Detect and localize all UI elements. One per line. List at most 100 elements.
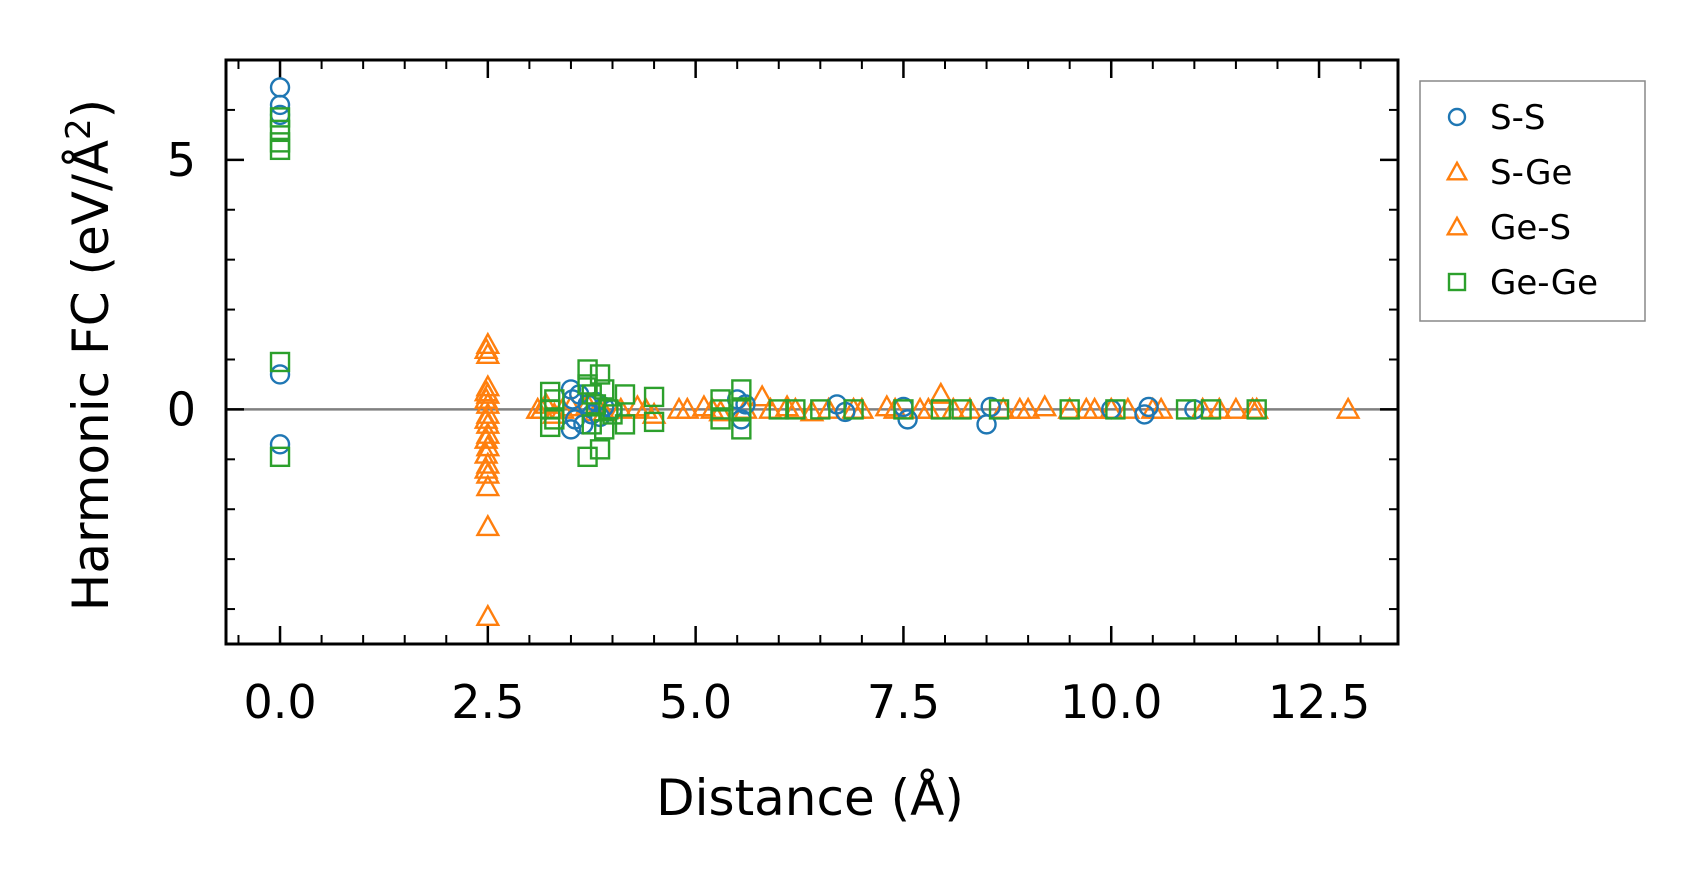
data-point-ge-ge: [1246, 399, 1267, 420]
data-point-ge-s: [907, 396, 933, 419]
data-point-ge-ge: [539, 416, 561, 438]
series-s-s: [269, 77, 1205, 455]
legend-item-s-s: S-S: [1447, 98, 1545, 138]
data-markers: [269, 77, 1361, 627]
y-axis-title-superscript: 2: [59, 118, 99, 140]
y-tick-label: 0: [167, 382, 196, 436]
data-point-s-s: [269, 94, 291, 116]
data-point-ge-s: [666, 396, 692, 419]
y-axis-title: Harmonic FC (eV/Å2): [59, 99, 120, 611]
data-point-ge-ge: [581, 414, 602, 435]
data-point-ge-ge: [269, 351, 291, 373]
data-point-ge-ge: [988, 399, 1010, 420]
data-point-ge-ge: [593, 379, 615, 400]
data-point-ge-ge: [614, 384, 636, 405]
data-point-ge-s: [473, 406, 499, 429]
legend-item-ge-s: Ge-S: [1445, 208, 1571, 248]
data-point-ge-ge: [1059, 399, 1080, 420]
x-tick-label: 7.5: [867, 675, 940, 729]
data-point-s-ge: [1115, 396, 1141, 419]
x-tick-label: 0.0: [243, 675, 316, 729]
minor-ticks: [226, 59, 1398, 644]
data-point-ge-ge: [598, 399, 619, 420]
data-point-ge-ge: [643, 386, 665, 408]
legend-marker-s-s: [1447, 107, 1467, 127]
data-point-ge-ge: [589, 364, 611, 385]
data-point-ge-s: [1073, 396, 1099, 419]
data-point-ge-s: [473, 386, 499, 409]
data-point-ge-ge: [731, 399, 752, 420]
data-point-s-ge: [475, 603, 501, 627]
data-point-s-ge: [1032, 394, 1058, 417]
data-point-s-s: [735, 394, 756, 415]
x-tick-label: 2.5: [451, 675, 524, 729]
major-ticks: [226, 60, 1398, 644]
data-point-s-s: [269, 434, 291, 455]
series-ge-ge: [269, 107, 1267, 468]
legend: S-S S-Ge Ge-S Ge-Ge: [1419, 80, 1646, 322]
legend-item-s-ge: S-Ge: [1445, 153, 1572, 193]
data-point-ge-ge: [731, 379, 752, 400]
data-point-ge-s: [473, 456, 499, 479]
data-point-s-s: [1138, 396, 1159, 418]
data-point-ge-ge: [710, 409, 731, 430]
x-tick-label: 12.5: [1268, 675, 1370, 729]
data-point-ge-s: [473, 379, 499, 402]
legend-label-ge-ge: Ge-Ge: [1490, 263, 1598, 303]
data-point-ge-ge: [731, 419, 752, 440]
legend-items: S-S S-Ge Ge-S Ge-Ge: [1445, 98, 1598, 303]
data-point-ge-ge: [577, 446, 598, 468]
data-point-ge-ge: [269, 107, 291, 128]
data-point-s-ge: [475, 513, 501, 537]
data-point-ge-s: [473, 441, 499, 464]
x-axis-title: Distance (Å): [656, 769, 964, 827]
data-point-ge-ge: [930, 399, 952, 420]
data-point-ge-ge: [577, 359, 598, 380]
data-point-ge-ge: [785, 399, 806, 420]
data-point-ge-ge: [614, 414, 636, 435]
x-tick-label: 10.0: [1060, 675, 1162, 729]
legend-item-ge-ge: Ge-Ge: [1447, 263, 1598, 303]
plot-frame: [224, 58, 1400, 646]
data-point-ge-ge: [951, 399, 972, 420]
data-point-ge-s: [473, 426, 499, 449]
legend-label-s-s: S-S: [1490, 98, 1545, 138]
legend-marker-ge-ge: [1447, 272, 1467, 292]
data-point-ge-ge: [269, 132, 291, 153]
x-tick-label: 5.0: [659, 675, 732, 729]
legend-box: [1419, 80, 1646, 322]
data-point-ge-s: [473, 336, 499, 359]
data-point-ge-ge: [810, 399, 831, 420]
data-point-ge-ge: [269, 139, 291, 161]
legend-marker-ge-s: [1445, 215, 1469, 236]
data-point-s-ge: [1223, 396, 1249, 419]
data-point-ge-ge: [843, 399, 864, 420]
legend-label-s-ge: S-Ge: [1490, 153, 1572, 193]
x-tick-labels: 0.0 2.5 5.0 7.5 10.0 12.5: [243, 675, 1370, 729]
data-point-s-ge: [799, 399, 825, 422]
y-tick-labels: 05: [167, 133, 196, 437]
data-point-ge-ge: [269, 446, 291, 468]
y-tick-label: 5: [167, 133, 196, 187]
data-point-s-ge: [928, 381, 954, 404]
data-point-ge-ge: [643, 411, 665, 433]
legend-label-ge-s: Ge-S: [1490, 208, 1571, 248]
data-point-ge-ge: [893, 399, 914, 420]
y-axis-title-close: ): [62, 99, 120, 119]
data-point-s-ge: [1335, 396, 1361, 419]
data-point-s-s: [269, 364, 291, 385]
data-point-ge-ge: [589, 439, 611, 460]
data-point-ge-ge: [1105, 399, 1126, 420]
data-point-s-ge: [475, 473, 501, 497]
y-axis-title-main: Harmonic FC (eV/Å: [62, 140, 120, 611]
data-point-ge-ge: [768, 399, 789, 420]
data-point-s-s: [269, 77, 291, 98]
data-point-s-ge: [749, 384, 775, 407]
data-point-ge-ge: [544, 409, 565, 430]
data-point-ge-ge: [544, 389, 565, 410]
data-point-ge-ge: [1175, 399, 1197, 420]
data-point-ge-ge: [1200, 399, 1222, 420]
data-point-ge-s: [1015, 396, 1041, 419]
data-point-s-ge: [475, 434, 501, 457]
